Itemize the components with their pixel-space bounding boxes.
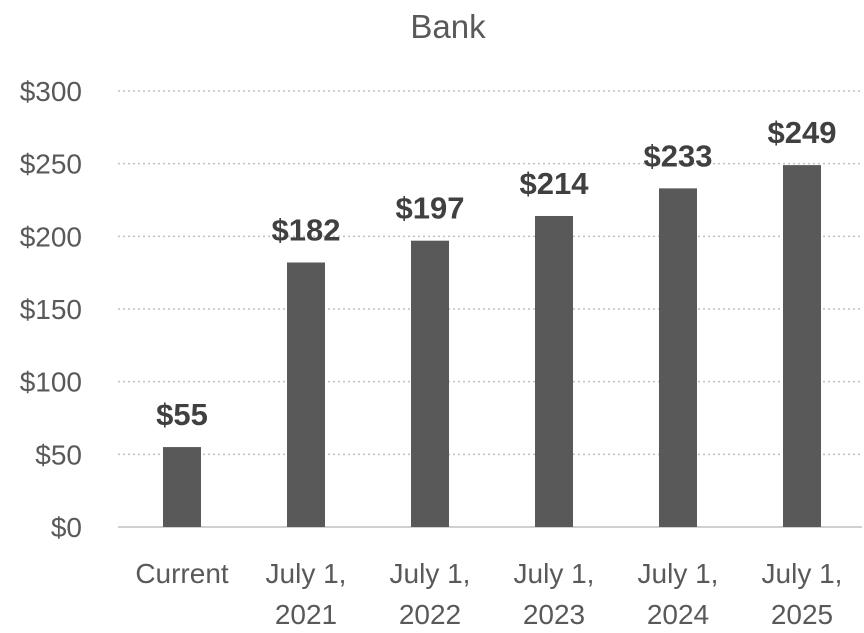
data-label: $197 xyxy=(396,191,465,226)
x-tick-label: 2024 xyxy=(647,599,709,630)
bar xyxy=(535,215,573,527)
y-tick-label: $150 xyxy=(20,294,82,325)
data-label: $249 xyxy=(768,115,837,150)
chart-title: Bank xyxy=(410,8,486,45)
data-labels: $55 $182 $197 $214 $233 $249 xyxy=(156,115,836,432)
data-label: $182 xyxy=(272,212,341,247)
y-tick-label: $300 xyxy=(20,76,82,107)
y-tick-label: $100 xyxy=(20,367,82,398)
bar xyxy=(659,188,697,527)
x-tick-label: 2021 xyxy=(275,599,337,630)
x-tick-label: Current xyxy=(135,558,229,589)
x-axis-tick-labels: Current July 1, 2021 July 1, 2022 July 1, 2023… xyxy=(135,558,842,630)
x-tick-label: 2022 xyxy=(399,599,461,630)
bar xyxy=(287,262,325,527)
bar xyxy=(783,165,821,527)
x-tick-label: 2023 xyxy=(523,599,585,630)
x-tick-label: 2025 xyxy=(771,599,833,630)
x-tick-label: July 1, xyxy=(390,558,471,589)
data-label: $214 xyxy=(520,166,590,201)
data-label: $233 xyxy=(644,138,713,173)
y-tick-label: $200 xyxy=(20,221,82,252)
x-tick-label: July 1, xyxy=(266,558,347,589)
y-tick-label: $50 xyxy=(35,439,82,470)
bar xyxy=(411,240,449,527)
y-tick-label: $0 xyxy=(51,512,82,543)
x-tick-label: July 1, xyxy=(762,558,843,589)
x-tick-label: July 1, xyxy=(638,558,719,589)
y-tick-label: $250 xyxy=(20,149,82,180)
data-label: $55 xyxy=(156,397,208,432)
bar xyxy=(163,447,201,527)
x-tick-label: July 1, xyxy=(514,558,595,589)
bars xyxy=(163,165,821,527)
y-axis-tick-labels: $0 $50 $100 $150 $200 $250 $300 xyxy=(20,76,82,543)
gridlines xyxy=(118,90,862,528)
